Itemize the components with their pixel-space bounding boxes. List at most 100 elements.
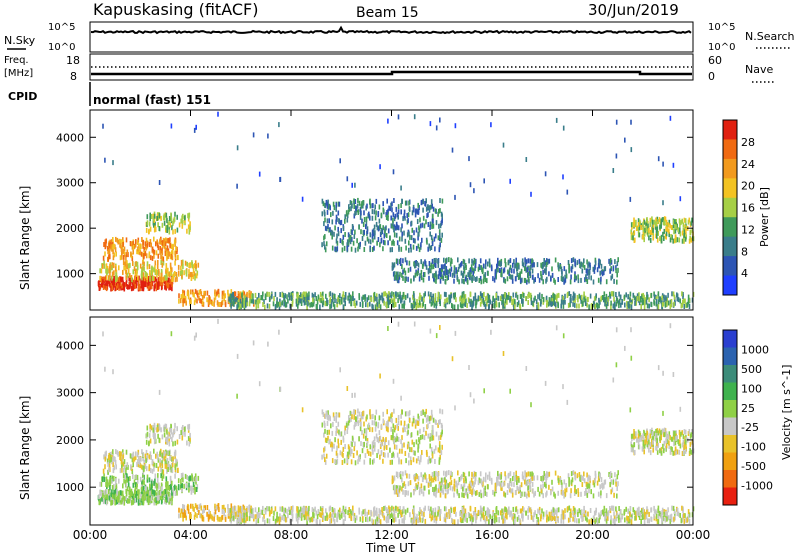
velocity-cell (157, 433, 159, 439)
power-cell (353, 198, 355, 204)
power-cell (98, 286, 101, 291)
power-cell (669, 115, 672, 121)
velocity-cell (533, 512, 535, 518)
power-cell (524, 266, 526, 272)
power-cell (165, 271, 167, 277)
power-cell (344, 301, 346, 307)
velocity-cell (167, 485, 169, 490)
colorbar-swatch (723, 139, 737, 160)
power-cell (400, 246, 403, 252)
power-cell (165, 263, 168, 269)
velocity-cell (398, 508, 400, 514)
power-cell (420, 259, 422, 265)
velocity-cell (642, 507, 644, 513)
power-cell (419, 292, 421, 298)
power-cell (119, 281, 122, 287)
velocity-cell (562, 518, 565, 524)
power-cell (264, 304, 266, 310)
power-cell (373, 291, 376, 297)
power-cell (156, 281, 159, 287)
velocity-cell (233, 505, 236, 511)
power-cell (550, 276, 552, 282)
velocity-cell (244, 509, 246, 515)
velocity-cell (194, 512, 197, 517)
velocity-cell (330, 513, 333, 519)
power-cell (319, 304, 321, 310)
power-cell (109, 271, 111, 277)
power-cell (178, 293, 180, 299)
power-cell (190, 289, 192, 295)
power-cell (373, 245, 375, 251)
velocity-cell (234, 513, 236, 519)
power-cell (584, 301, 587, 306)
power-cell (600, 276, 602, 282)
velocity-cell (342, 519, 345, 525)
power-cell (368, 238, 370, 244)
velocity-cell (522, 513, 524, 519)
velocity-cell (570, 512, 572, 518)
velocity-cell (156, 495, 159, 501)
velocity-cell (308, 509, 310, 515)
power-cell (404, 295, 407, 301)
velocity-cell (474, 507, 477, 512)
power-cell (332, 201, 335, 207)
velocity-cell (166, 489, 168, 495)
power-cell (679, 231, 682, 237)
power-cell (134, 275, 136, 281)
power-cell (683, 298, 685, 304)
power-cell (549, 300, 551, 306)
velocity-cell (303, 515, 306, 521)
velocity-cell (168, 441, 171, 447)
power-cell (643, 304, 646, 310)
power-cell (653, 219, 656, 225)
velocity-cell (156, 477, 159, 483)
power-cell (127, 284, 129, 290)
power-cell (279, 298, 281, 304)
velocity-cell (673, 516, 675, 522)
power-cell (444, 298, 446, 304)
power-cell (182, 213, 184, 219)
power-cell (676, 237, 679, 243)
velocity-cell (143, 489, 146, 495)
power-cell (551, 266, 553, 272)
power-cell (572, 257, 575, 263)
power-cell (154, 225, 156, 231)
velocity-cell (392, 517, 394, 523)
velocity-cell (504, 516, 506, 522)
power-cell (651, 230, 653, 235)
power-cell (146, 242, 149, 248)
velocity-cell (683, 513, 685, 519)
velocity-cell (366, 511, 368, 517)
velocity-cell (99, 489, 101, 495)
power-cell (682, 294, 684, 299)
power-cell (497, 267, 499, 273)
power-cell (562, 299, 565, 305)
velocity-cell (511, 514, 513, 520)
power-cell (329, 304, 331, 310)
power-cell (661, 217, 664, 223)
power-cell (217, 288, 220, 294)
power-cell (166, 283, 168, 289)
power-cell (348, 237, 350, 243)
power-cell (123, 282, 125, 288)
velocity-cell (353, 515, 355, 521)
power-cell (432, 293, 434, 299)
power-cell (434, 297, 436, 303)
power-cell (121, 249, 123, 255)
velocity-cell (153, 500, 156, 506)
power-cell (404, 270, 407, 276)
power-cell (404, 257, 407, 263)
power-cell (466, 279, 469, 285)
power-cell (375, 198, 378, 204)
power-cell (681, 230, 684, 236)
power-cell (683, 232, 685, 238)
power-cell (547, 301, 550, 307)
velocity-cell (191, 485, 193, 491)
power-cell (478, 278, 481, 283)
power-cell (388, 300, 390, 305)
velocity-cell (156, 486, 158, 492)
velocity-cell (588, 519, 590, 525)
power-colorbar (723, 120, 737, 296)
velocity-cell (133, 456, 136, 462)
